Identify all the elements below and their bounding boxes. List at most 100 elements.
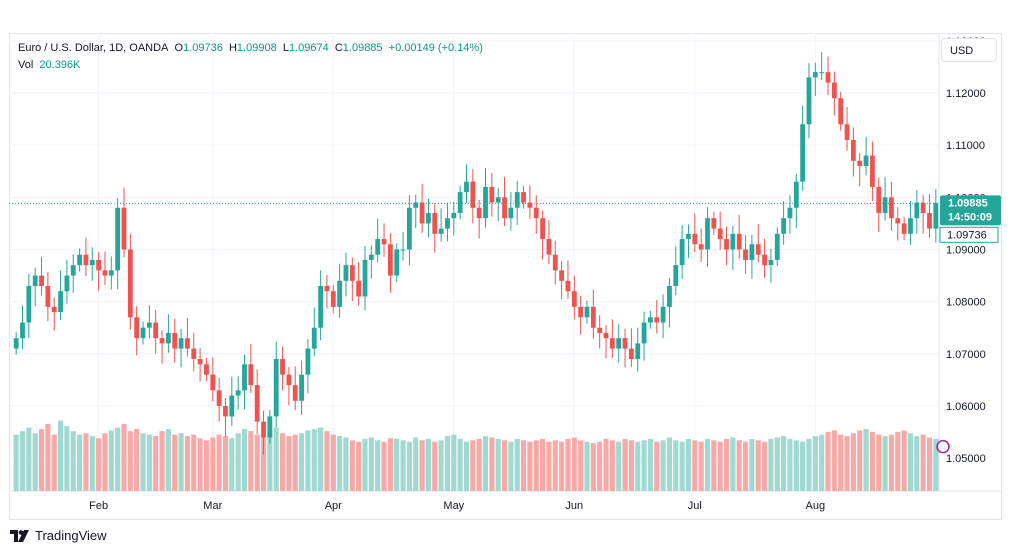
candle-body [812, 72, 818, 78]
volume-bar [197, 438, 203, 491]
candle-body [863, 155, 869, 167]
candle-body [679, 239, 685, 266]
candle-body [26, 285, 32, 323]
candle-body [191, 348, 197, 360]
volume-bar [153, 436, 159, 491]
candle-body [527, 202, 533, 208]
low-key: L [282, 42, 289, 54]
candle-body [45, 285, 51, 307]
volume-bar [165, 429, 171, 491]
candle-body [299, 374, 304, 401]
currency-button[interactable]: USD [941, 38, 997, 62]
candlestick-chart[interactable]: 1.130001.120001.110001.100001.090001.080… [9, 33, 1002, 520]
candle-body [622, 338, 628, 349]
volume-bar [495, 438, 501, 491]
volume-bar [654, 441, 660, 491]
volume-bar [45, 424, 51, 491]
volume-bar [203, 440, 210, 491]
candle-body [609, 338, 615, 349]
open-price-badge [939, 226, 999, 243]
volume-bar [451, 434, 457, 491]
x-tick-label: Jul [688, 500, 702, 512]
volume-bar [146, 434, 152, 491]
x-tick-label: Apr [325, 500, 342, 512]
candle-body [489, 186, 495, 203]
candle-body [387, 244, 393, 276]
volume-bar [647, 438, 653, 491]
ohlc-legend: Euro / U.S. Dollar, 1D, OANDA O1.09736 H… [18, 42, 483, 54]
volume-bar [159, 431, 165, 491]
volume-bar [787, 438, 793, 491]
volume-bar [882, 436, 888, 491]
candle-body [901, 223, 907, 234]
candle-body [787, 207, 793, 219]
candle-body [736, 233, 742, 250]
volume-bar [362, 438, 368, 491]
candle-body [127, 249, 133, 318]
candle-body [83, 254, 89, 266]
volume-bar [666, 437, 673, 491]
candle-body [419, 202, 425, 224]
candle-body [242, 364, 247, 391]
volume-bar [57, 420, 64, 491]
candle-body [121, 207, 127, 250]
high-value: 1.09908 [236, 42, 277, 54]
volume-bar [64, 426, 70, 491]
candle-body [457, 192, 463, 213]
volume-bar [838, 434, 844, 491]
close-value: 1.09885 [342, 42, 383, 54]
volume-bar [400, 440, 406, 491]
candle-body [502, 197, 507, 219]
candle-body [730, 233, 736, 250]
volume-key: Vol [18, 59, 34, 71]
candle-body [495, 197, 501, 203]
volume-bar [552, 440, 558, 491]
x-tick-label: Jun [565, 500, 583, 512]
candle-body [673, 265, 679, 286]
candle-body [895, 218, 901, 224]
volume-bar [191, 434, 197, 491]
candle-body [356, 280, 362, 297]
close-key: C [334, 42, 343, 54]
candle-body [451, 212, 457, 219]
candle-body [565, 280, 571, 292]
volume-bar [768, 438, 774, 491]
volume-bar [742, 441, 749, 491]
volume-bar [559, 441, 565, 491]
candle-body [508, 207, 514, 219]
candle-body [311, 327, 317, 349]
candle-body [343, 265, 349, 281]
candle-body [698, 244, 704, 250]
candle-body [635, 343, 641, 360]
volume-bar [673, 440, 679, 491]
volume-bar [774, 437, 780, 491]
volume-bar [286, 436, 292, 491]
volume-bar [863, 429, 869, 491]
candle-body [96, 259, 102, 271]
candle-body [216, 390, 222, 406]
candle-body [146, 322, 152, 328]
candle-body [597, 327, 603, 333]
volume-bar [755, 440, 761, 491]
volume-bar [914, 436, 920, 491]
volume-bar [800, 441, 806, 491]
volume-bar [356, 441, 362, 491]
candle-body [178, 338, 184, 349]
volume-bar [387, 438, 393, 491]
candle-body [641, 322, 647, 344]
candle-body [774, 233, 780, 260]
volume-bar [324, 431, 330, 491]
volume-bar [172, 434, 178, 491]
candle-body [13, 338, 19, 349]
volume-bar [679, 441, 685, 491]
candle-body [426, 212, 431, 224]
candle-body [717, 228, 723, 240]
candle-body [616, 338, 622, 349]
volume-bar [806, 438, 812, 491]
volume-bar [749, 438, 755, 491]
candle-body [743, 249, 748, 260]
tradingview-footer[interactable]: TradingView [10, 528, 107, 543]
candle-body [483, 186, 488, 219]
volume-bar [736, 440, 742, 491]
volume-bar [901, 430, 907, 491]
